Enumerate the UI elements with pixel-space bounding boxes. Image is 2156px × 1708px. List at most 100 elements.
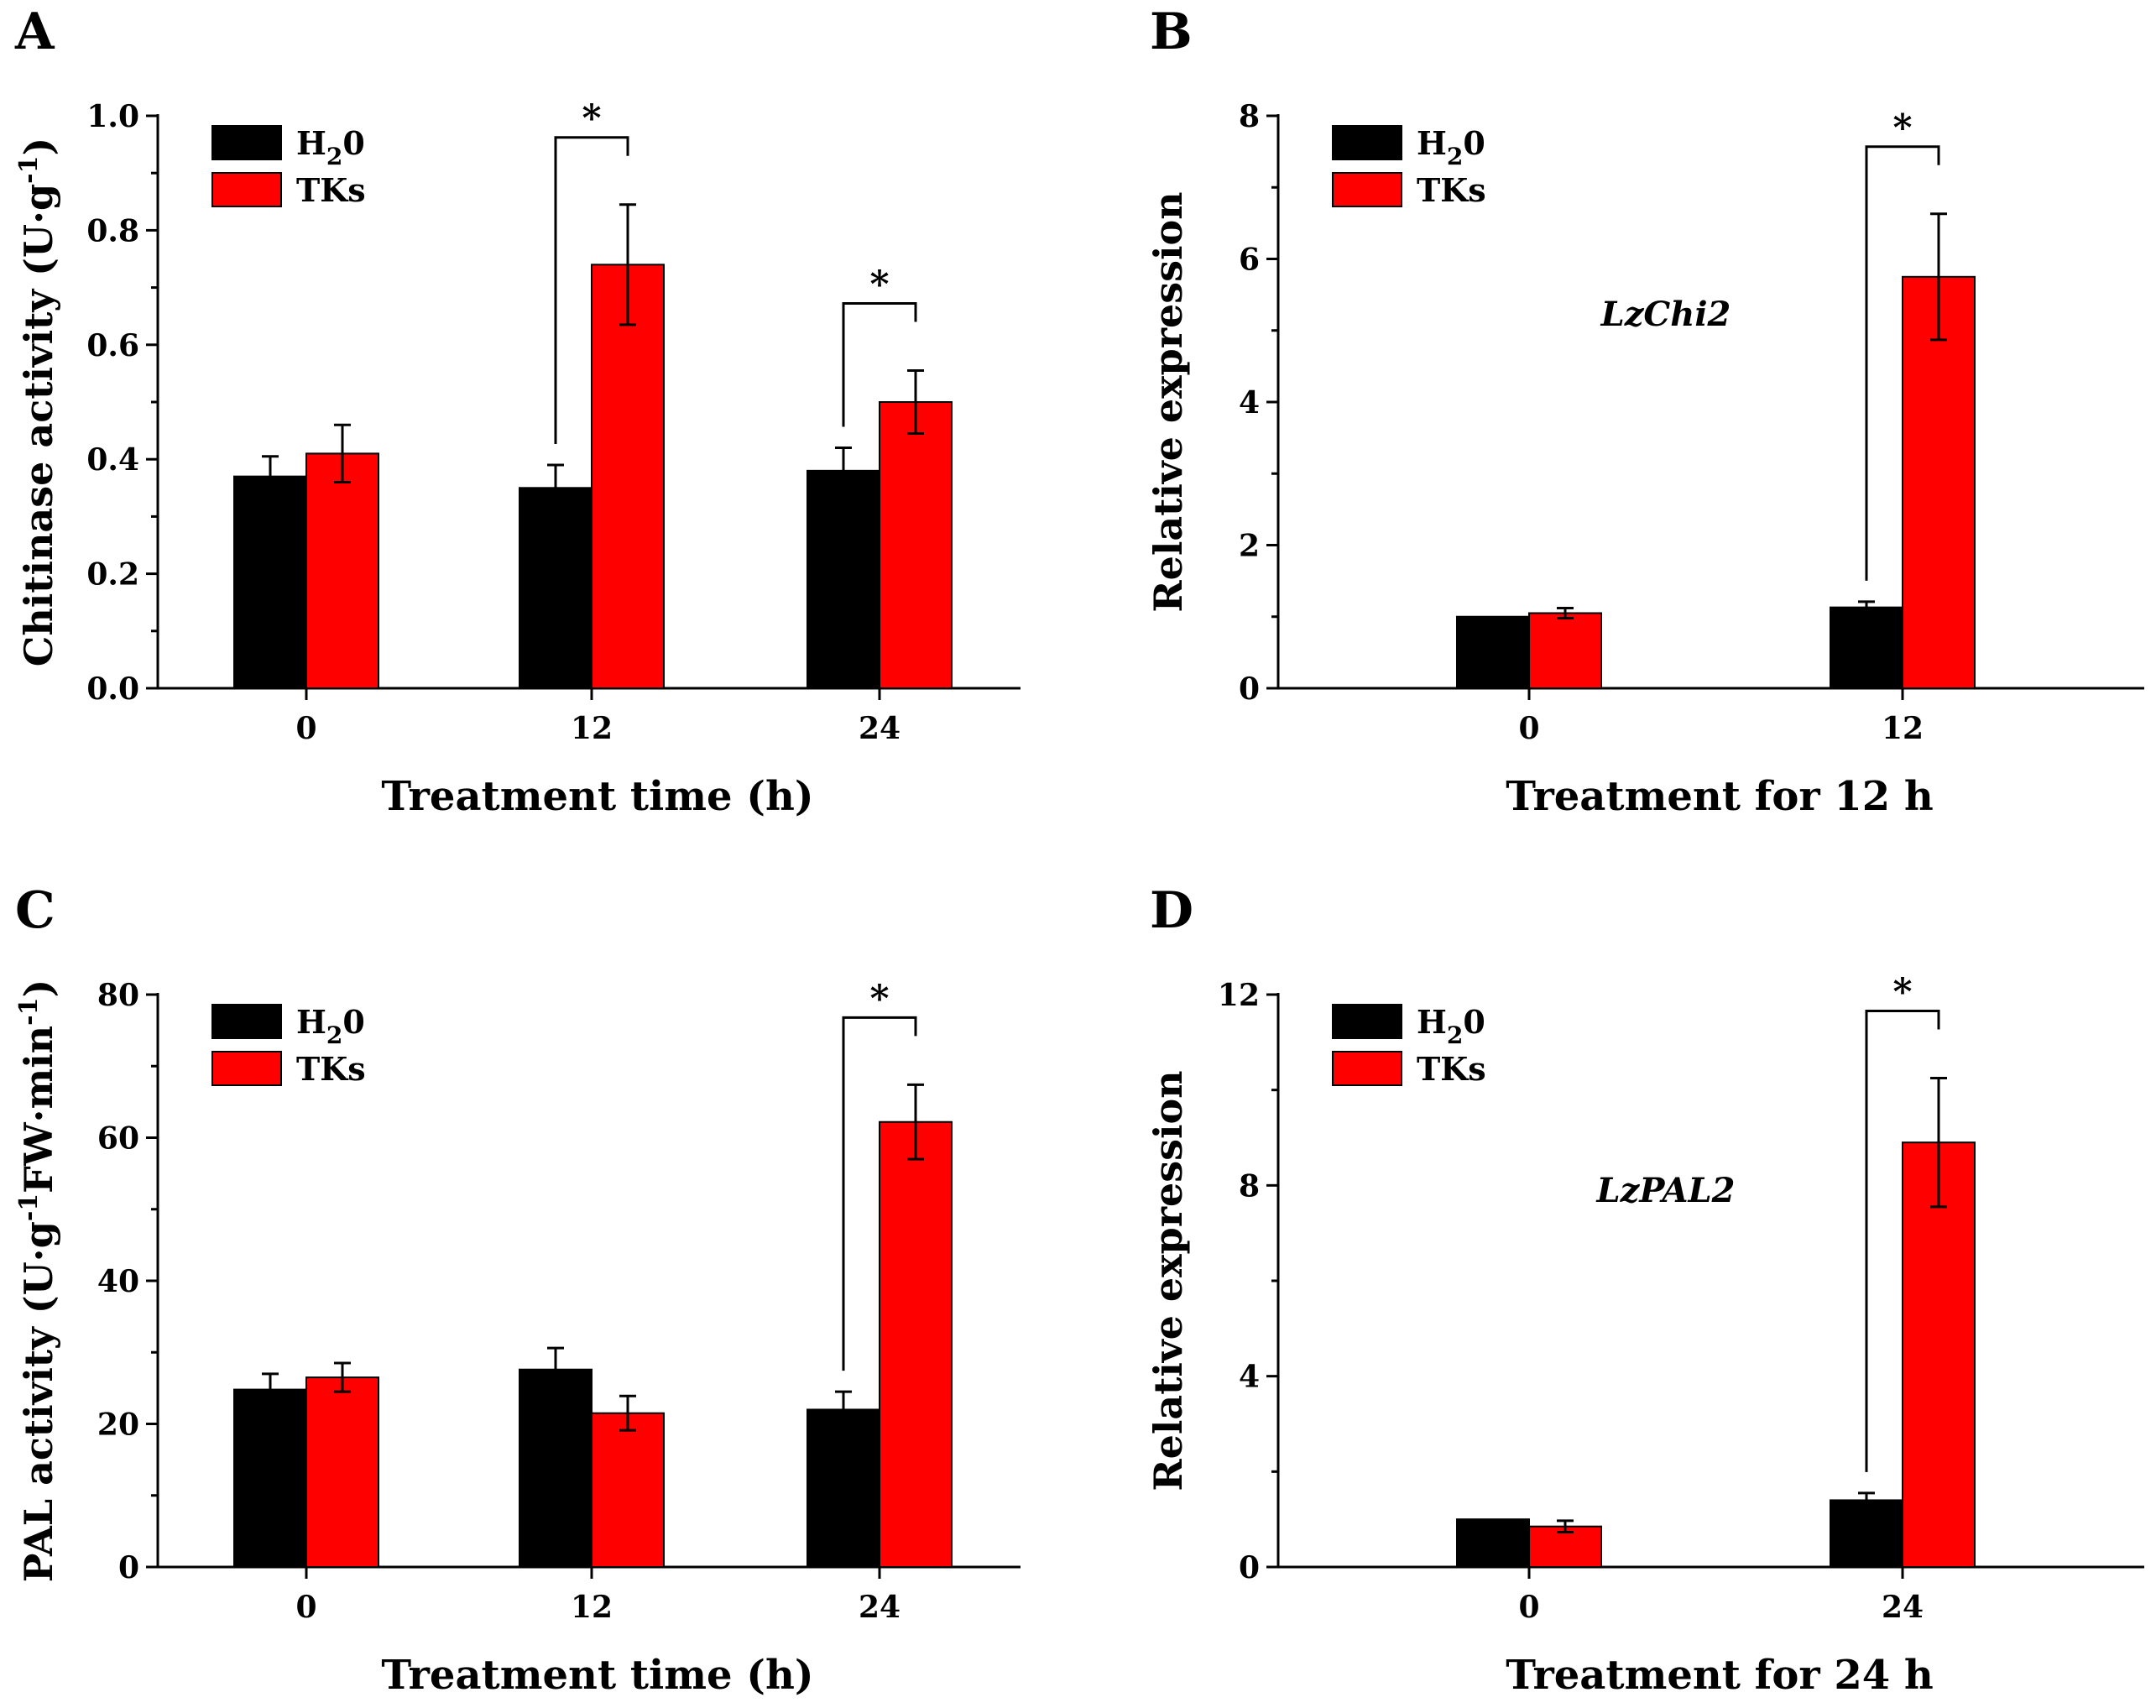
bar-tks-12 <box>591 1412 665 1569</box>
y-axis-title: Relative expression <box>1146 191 1191 612</box>
text-part: 2 <box>326 1021 342 1049</box>
text-part: ) <box>16 138 61 156</box>
bar-h20-0 <box>1456 1518 1530 1568</box>
panel-letter: A <box>14 3 55 61</box>
panel-a: A0.00.20.40.60.81.00 12 24**H20TKsTreatmen… <box>14 3 1021 820</box>
significance-bracket <box>842 1016 917 1371</box>
bar-h20-0 <box>233 1388 307 1568</box>
x-tick-label: 24 <box>859 711 901 746</box>
panel-letter: C <box>15 881 55 940</box>
y-tick-label: 20 <box>97 1408 139 1443</box>
significance-star: * <box>582 97 601 140</box>
x-tick-label: 12 <box>571 1590 613 1625</box>
text-part: FW·min <box>16 1026 61 1194</box>
bar-tks-0 <box>305 452 379 689</box>
significance-bracket <box>1865 1009 1940 1472</box>
bar-tks-24 <box>1902 1141 1976 1569</box>
y-tick-label: 0.8 <box>86 213 139 248</box>
legend-label-h2o: H20 <box>296 1003 365 1049</box>
x-tick-label: 12 <box>571 711 613 746</box>
text-part: TKs <box>296 171 366 209</box>
text-part: H <box>296 124 326 162</box>
panel-letter: D <box>1150 881 1193 940</box>
x-tick-label: 0 <box>1518 711 1539 746</box>
bar-h20-24 <box>1830 1499 1903 1569</box>
text-part: 0 <box>342 1003 364 1041</box>
y-tick-label: 0 <box>1239 1550 1260 1585</box>
text-part: Relative expression <box>1146 191 1191 612</box>
gene-label: LzChi2 <box>1600 295 1731 334</box>
text-part: Relative expression <box>1146 1070 1191 1491</box>
x-tick-label: 0 <box>295 711 316 746</box>
text-part: ) <box>16 979 61 998</box>
text-part: TKs <box>1417 171 1486 209</box>
legend-label-h2o: H20 <box>1417 124 1485 170</box>
significance-star: * <box>1892 107 1912 149</box>
text-part: H <box>1417 124 1447 162</box>
bar-h20-0 <box>233 475 307 689</box>
y-tick-label: 40 <box>97 1264 139 1299</box>
text-part: H <box>1417 1003 1447 1041</box>
panel-letter: B <box>1150 3 1193 61</box>
x-axis-title: Treatment time (h) <box>381 1652 813 1699</box>
y-tick-label: 80 <box>97 978 139 1013</box>
legend-swatch-h2o <box>211 1004 282 1039</box>
legend-label-h2o: H20 <box>296 124 365 170</box>
text-part: 0 <box>1463 1003 1485 1041</box>
x-tick-label: 24 <box>1882 1590 1924 1625</box>
y-tick-label: 0.6 <box>86 328 139 363</box>
y-tick-label: 2 <box>1239 529 1260 564</box>
x-tick-label: 12 <box>1882 711 1924 746</box>
bar-h20-12 <box>519 487 593 689</box>
x-tick-label: 0 <box>295 1590 316 1625</box>
x-axis-title: Treatment for 24 h <box>1506 1652 1934 1699</box>
legend-swatch-tks <box>211 172 282 207</box>
bar-tks-0 <box>305 1376 379 1569</box>
y-tick-label: 0 <box>1239 671 1260 707</box>
y-tick-label: 1.0 <box>86 99 139 134</box>
legend-label-tks: TKs <box>296 1050 366 1088</box>
significance-star: * <box>869 977 889 1020</box>
legend-label-tks: TKs <box>1417 1050 1486 1088</box>
text-part: 2 <box>326 143 342 170</box>
text-part: 0 <box>1463 124 1485 162</box>
bar-tks-12 <box>591 264 665 689</box>
bar-tks-0 <box>1528 612 1602 689</box>
text-part: TKs <box>296 1050 366 1088</box>
legend-swatch-h2o <box>1332 125 1402 160</box>
y-tick-label: 4 <box>1239 1360 1260 1395</box>
y-tick-label: 8 <box>1239 1168 1260 1204</box>
legend-label-tks: TKs <box>1417 171 1486 209</box>
legend-swatch-h2o <box>1332 1004 1402 1039</box>
bar-tks-12 <box>1902 275 1976 689</box>
gene-label: LzPAL2 <box>1596 1171 1736 1210</box>
text-part: TKs <box>1417 1050 1486 1088</box>
text-part: H <box>296 1003 326 1041</box>
y-tick-label: 0.2 <box>86 557 139 593</box>
bar-h20-0 <box>1456 615 1530 689</box>
text-part: Chitinase activity (U·g <box>16 184 61 666</box>
x-tick-label: 24 <box>859 1590 901 1625</box>
y-tick-label: 60 <box>97 1121 139 1157</box>
bar-h20-24 <box>807 469 880 690</box>
significance-star: * <box>1892 970 1912 1013</box>
legend-swatch-h2o <box>211 125 282 160</box>
legend-swatch-tks <box>211 1051 282 1086</box>
bar-h20-24 <box>807 1408 880 1568</box>
text-part: 2 <box>1447 143 1463 170</box>
legend-label-h2o: H20 <box>1417 1003 1485 1049</box>
y-tick-label: 4 <box>1239 385 1260 420</box>
bar-tks-24 <box>879 1120 953 1568</box>
bar-h20-12 <box>519 1368 593 1568</box>
significance-bracket <box>554 136 629 445</box>
text-part: -1 <box>14 998 44 1026</box>
significance-bracket <box>842 301 917 427</box>
x-tick-label: 0 <box>1518 1590 1539 1625</box>
y-axis-title: Relative expression <box>1146 1070 1191 1491</box>
bar-h20-12 <box>1830 606 1903 689</box>
